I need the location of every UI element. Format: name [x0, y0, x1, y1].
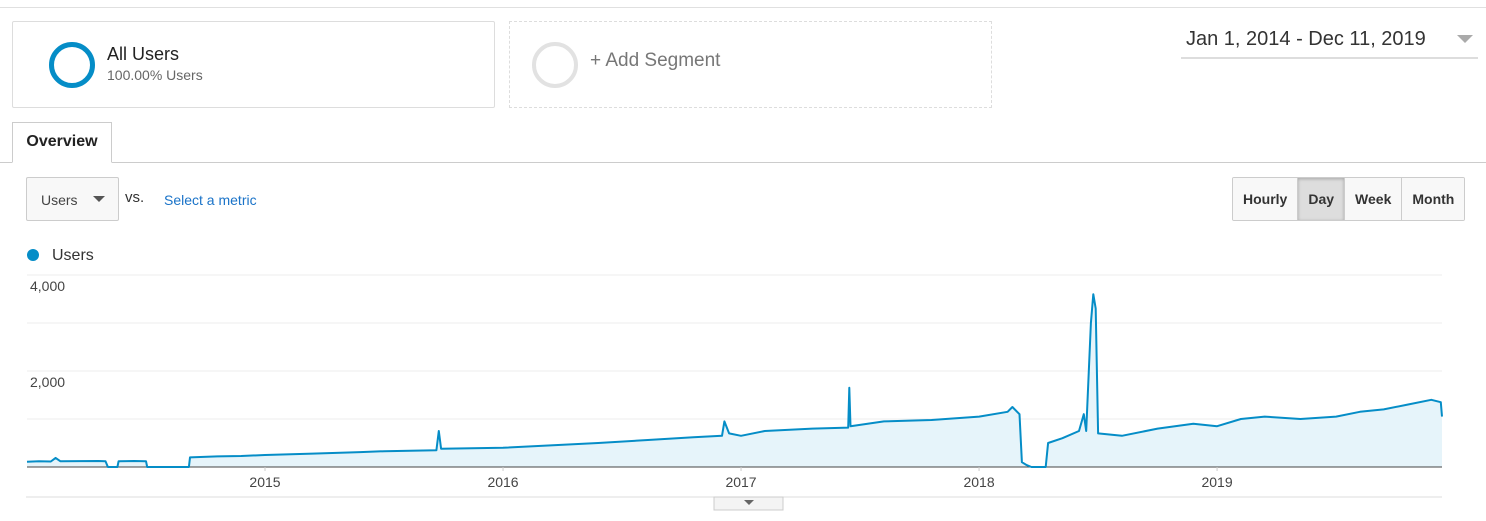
add-segment-card[interactable]: + Add Segment: [509, 21, 992, 108]
line: [26, 293, 1443, 468]
x-tick-label: 2019: [1201, 474, 1232, 490]
segment-name: All Users: [107, 44, 180, 64]
legend-label: Users: [52, 247, 94, 264]
granularity-button[interactable]: Week: [1345, 178, 1403, 220]
add-segment-label: + Add Segment: [590, 50, 721, 71]
legend-dot: [27, 249, 39, 261]
date-range-text: Jan 1, 2014 - Dec 11, 2019: [1186, 28, 1426, 50]
vs-label: vs.: [125, 189, 145, 206]
y-tick-label: 4,000: [30, 278, 65, 294]
segment-detail: 100.00% Users: [107, 67, 203, 83]
date-caret: [1457, 35, 1473, 43]
date-range[interactable]: Jan 1, 2014 - Dec 11, 2019: [1181, 26, 1478, 59]
metric-label: Users: [41, 192, 78, 208]
granularity-button[interactable]: Day: [1298, 178, 1346, 220]
x-tick-label: 2017: [725, 474, 756, 490]
top-border: [0, 7, 1486, 8]
metric-caret: [93, 196, 105, 202]
area: [27, 294, 1442, 467]
segment-card[interactable]: All Users 100.00% Users: [12, 21, 495, 108]
y-tick-label: 2,000: [30, 374, 65, 390]
scroll-caret: [744, 500, 754, 505]
tab-rule: [0, 162, 1486, 163]
granularity-button[interactable]: Hourly: [1233, 178, 1299, 220]
x-tick-label: 2015: [249, 474, 280, 490]
x-tick-label: 2018: [963, 474, 994, 490]
add-segment-ring: [532, 42, 578, 88]
overview-tab[interactable]: Overview: [12, 122, 112, 163]
chart: Users 2,000 4,000 2015 2016 2017 2018 2019: [26, 247, 1443, 511]
granularity-buttons: Hourly Day Week Month: [1232, 177, 1466, 221]
x-tick-label: 2016: [487, 474, 518, 490]
segment-ring: [49, 42, 95, 88]
select-metric-link[interactable]: Select a metric: [164, 192, 257, 208]
granularity-button[interactable]: Month: [1402, 178, 1465, 220]
metric-dropdown[interactable]: Users: [26, 177, 119, 221]
